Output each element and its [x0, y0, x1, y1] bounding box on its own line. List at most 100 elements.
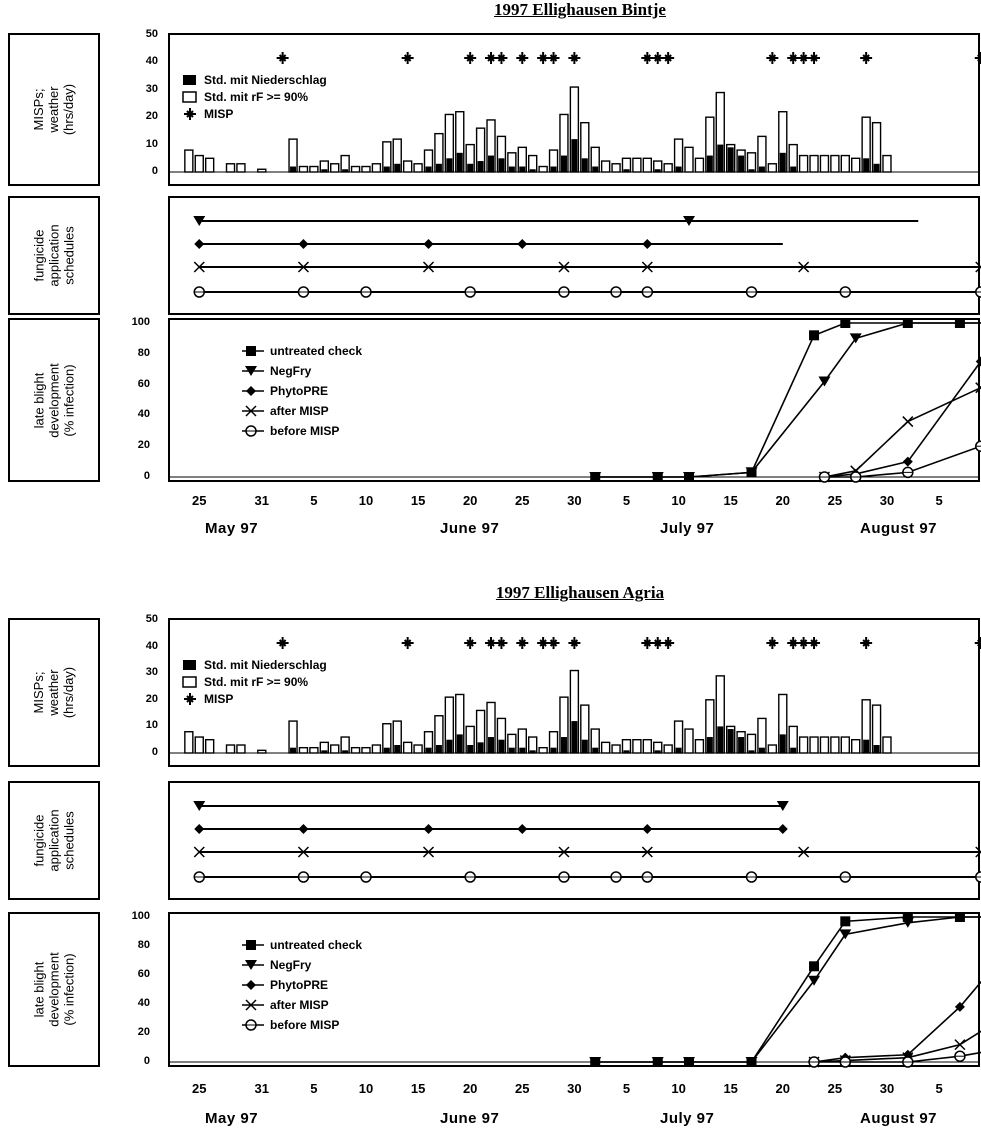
y-tick-label: 60 — [137, 377, 150, 390]
bar-rain — [435, 745, 442, 753]
month-label: June 97 — [440, 1110, 500, 1127]
legend-label: MISP — [204, 692, 234, 706]
data-point — [849, 333, 862, 344]
data-point — [809, 961, 820, 972]
legend-item: Std. mit Niederschlag — [182, 658, 327, 672]
application-marker — [193, 871, 206, 883]
bar-rh90 — [330, 163, 340, 173]
misp-marker — [568, 637, 581, 649]
application-marker — [558, 871, 570, 883]
data-point — [808, 975, 821, 986]
data-point — [902, 466, 914, 479]
application-marker — [776, 801, 789, 811]
misp-icon — [184, 108, 196, 120]
legend-label: MISP — [204, 107, 234, 121]
bar-rh90 — [309, 746, 319, 754]
bar-rain — [477, 161, 484, 172]
application-marker — [297, 871, 310, 883]
side-label-development: late blight development (% infection) — [8, 912, 100, 1067]
month-label: May 97 — [205, 1110, 259, 1127]
bar-rh90 — [840, 736, 850, 754]
bar-rain — [425, 747, 432, 753]
series-line — [824, 360, 981, 478]
bar-rain — [477, 742, 484, 753]
legend-item: PhytoPRE — [242, 978, 328, 992]
legend-label: untreated check — [270, 938, 363, 952]
y-tick-label: 0 — [151, 165, 158, 177]
legend-item: MISP — [182, 692, 233, 706]
bar-rain — [675, 166, 682, 172]
legend-item: after MISP — [242, 998, 329, 1012]
y-tick-label: 100 — [131, 910, 150, 922]
misp-marker — [276, 637, 289, 649]
chart-group-bintje: 1997 Ellighausen Bintje MISPs; weather (hrs… — [0, 0, 981, 545]
application-marker — [641, 871, 654, 883]
application-marker — [193, 801, 206, 811]
y-tick-label: 0 — [143, 470, 150, 482]
x-tick-label: 10 — [671, 493, 686, 508]
legend-label: NegFry — [270, 364, 312, 378]
application-marker — [297, 286, 310, 298]
x-tick-label: 30 — [879, 493, 895, 508]
bar-rain — [706, 737, 713, 753]
legend-marker-icon — [242, 960, 264, 970]
application-marker — [193, 261, 205, 273]
bar-rh90 — [538, 746, 548, 754]
bar-rain — [748, 169, 755, 172]
misp-marker — [547, 637, 560, 649]
legend-marker — [245, 366, 257, 376]
bar-rh90 — [809, 736, 819, 754]
bar-rain — [738, 737, 745, 753]
data-point — [975, 382, 981, 394]
bar-rain — [758, 747, 765, 753]
application-marker — [642, 824, 653, 834]
bar-rain — [342, 750, 349, 753]
bar-rh90 — [236, 744, 246, 754]
bar-rain — [342, 169, 349, 172]
bar-rh90 — [798, 154, 809, 173]
misp-marker — [276, 52, 289, 64]
misp-marker — [766, 52, 779, 64]
legend-marker-icon — [242, 1019, 264, 1031]
bar-rain — [425, 166, 432, 172]
bar-rain — [706, 155, 713, 172]
bar-rain — [717, 726, 724, 753]
chart-group-agria: 1997 Ellighausen Agria MISPs; weather (hrs/… — [0, 583, 981, 1145]
bar-rh90 — [330, 744, 340, 754]
legend-marker-icon — [242, 346, 264, 356]
x-tick-label: 25 — [515, 493, 530, 508]
legend-label: after MISP — [270, 998, 329, 1012]
application-marker — [298, 824, 309, 834]
bar-rain — [467, 745, 474, 753]
plot-frame-schedules — [168, 196, 980, 315]
bar-rain — [290, 747, 297, 753]
application-marker — [641, 261, 653, 273]
legend-marker — [246, 346, 256, 356]
data-point — [902, 456, 913, 467]
data-point — [975, 356, 981, 367]
bar-rh90 — [851, 157, 861, 173]
legend-item: MISP — [182, 107, 233, 121]
misp-marker — [485, 52, 498, 64]
bar-rh90 — [611, 163, 621, 173]
legend-marker — [245, 425, 257, 437]
x-tick-label: 15 — [410, 1081, 426, 1096]
bar-rh90 — [767, 744, 778, 754]
legend-item: before MISP — [242, 1018, 339, 1032]
application-marker — [683, 216, 695, 226]
legend-label: Std. mit rF >= 90% — [204, 675, 309, 689]
legend-label: NegFry — [270, 958, 312, 972]
application-marker — [610, 286, 622, 298]
bar-rh90 — [184, 149, 194, 173]
side-label-schedules: fungicide application schedules — [8, 196, 100, 315]
chart-canvas — [168, 52, 981, 483]
application-marker — [777, 824, 788, 834]
data-point — [902, 416, 914, 428]
side-label-development: late blight development (% infection) — [8, 318, 100, 482]
legend-label: after MISP — [270, 404, 329, 418]
x-tick-label: 31 — [254, 493, 269, 508]
month-label: July 97 — [660, 1110, 715, 1127]
bar-rh90 — [413, 744, 423, 754]
x-tick-label: 15 — [723, 1081, 738, 1096]
legend-marker — [246, 980, 256, 990]
